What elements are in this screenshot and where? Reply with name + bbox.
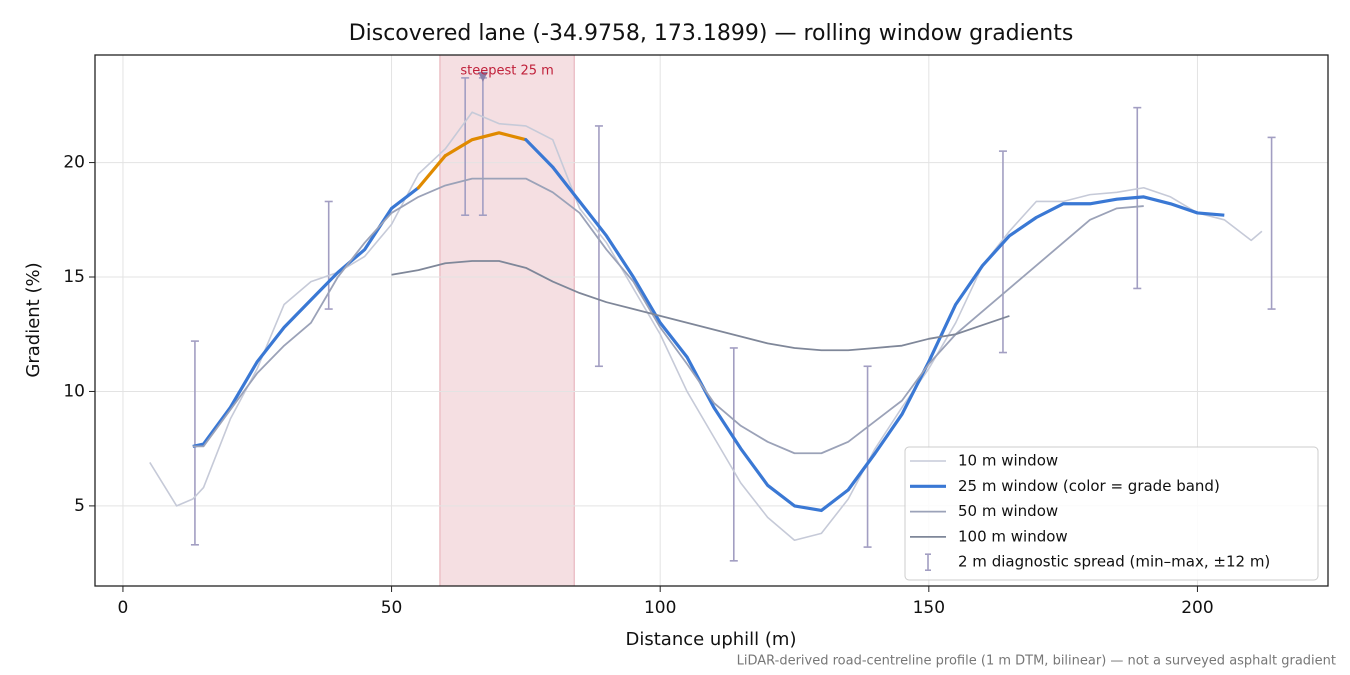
x-tick-label: 50 (381, 598, 403, 618)
series-line (149, 111, 1263, 542)
y-tick-label: 15 (63, 267, 85, 287)
steepest-span (439, 54, 575, 587)
x-tick-label: 150 (913, 598, 945, 618)
footnote: LiDAR-derived road-centreline profile (1… (737, 654, 1336, 669)
chart-title: Discovered lane (-34.9758, 173.1899) — r… (349, 21, 1074, 46)
legend-label: 25 m window (color = grade band) (958, 477, 1220, 495)
x-tick-label: 200 (1181, 598, 1213, 618)
error-bar (594, 125, 603, 368)
series-line (192, 186, 420, 448)
y-axis-label: Gradient (%) (23, 262, 44, 377)
error-bar (998, 150, 1007, 354)
legend-label: 10 m window (958, 452, 1058, 470)
y-tick-label: 10 (63, 381, 85, 401)
y-tick-label: 20 (63, 153, 85, 173)
legend-label: 100 m window (958, 527, 1068, 545)
legend-label: 50 m window (958, 502, 1058, 520)
error-bar (863, 365, 872, 548)
line-connector (416, 154, 447, 190)
legend-label: 2 m diagnostic spread (min–max, ±12 m) (958, 553, 1270, 571)
x-axis-label: Distance uphill (m) (626, 629, 797, 650)
y-tick-label: 5 (74, 496, 85, 516)
plot-frame (94, 54, 1329, 587)
error-bar (461, 77, 470, 217)
x-tick-label: 100 (644, 598, 676, 618)
error-bar (190, 340, 199, 546)
steepest-label: steepest 25 m (460, 64, 553, 79)
error-bar (729, 347, 738, 562)
error-bar (1267, 136, 1276, 310)
legend-box (904, 446, 1319, 581)
line-connector (524, 138, 555, 169)
series-line (391, 260, 1010, 352)
series-line (444, 131, 527, 158)
series-line (192, 177, 1144, 455)
steepest-marker (477, 71, 488, 82)
series-line (551, 166, 1225, 513)
x-tick-label: 0 (118, 598, 129, 618)
